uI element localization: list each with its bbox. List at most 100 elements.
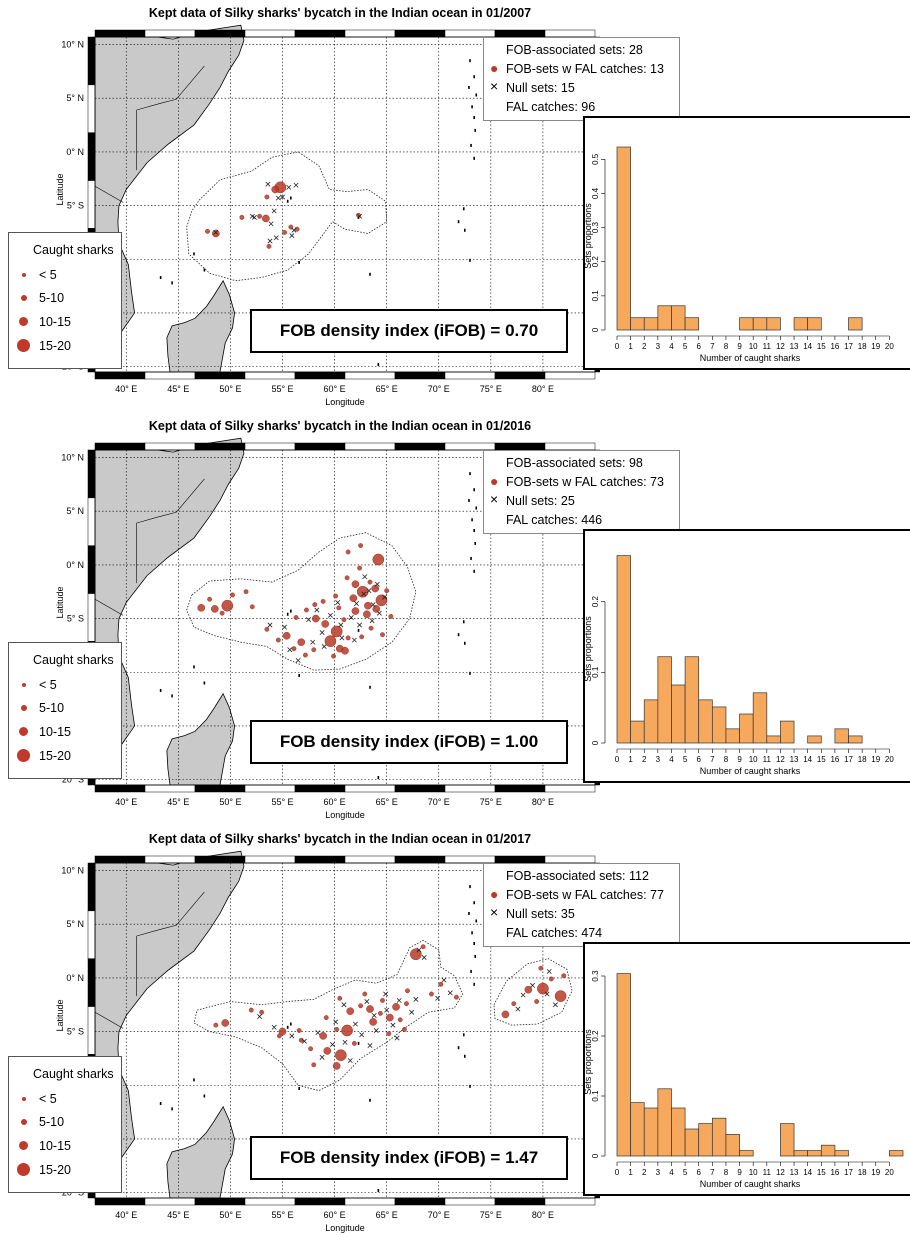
density-contour <box>493 958 573 1026</box>
null-set-marker <box>357 622 363 628</box>
histogram-bar <box>698 699 713 744</box>
catch-point <box>331 653 336 659</box>
catch-point <box>404 1001 409 1007</box>
x-axis-label: Longitude <box>325 810 365 820</box>
cross-line <box>347 1058 353 1064</box>
catch-point <box>341 1024 353 1037</box>
frame-segment <box>94 371 146 380</box>
null-set-marker <box>552 1002 558 1008</box>
x-tick-label: 20 <box>885 1168 894 1177</box>
hist-y-label: Sets proportions <box>585 616 593 682</box>
catch-point <box>333 593 339 599</box>
null-set-marker <box>409 1009 415 1015</box>
catch-point <box>357 565 362 571</box>
border-line <box>136 65 205 111</box>
size-dot-icon <box>17 749 30 762</box>
frame-segment <box>544 442 596 451</box>
catch-point <box>324 635 337 647</box>
legend-fob-fal: FOB-sets w FAL catches: 13 <box>506 62 664 76</box>
catch-point <box>392 1003 400 1011</box>
x-tick-label: 7 <box>710 1168 715 1177</box>
map-legend: FOB-associated sets: 28 ● FOB-sets w FAL… <box>483 37 680 121</box>
histogram-2017: 0 0.1 0.2 0.3 0 1 2 3 4 5 6 7 8 9 10 11 12 13 14 15 16 17 18 19… <box>583 942 910 1196</box>
null-set-marker <box>249 213 255 219</box>
catch-point <box>336 605 342 611</box>
cross-line <box>435 995 441 1001</box>
frame-segment <box>444 371 496 380</box>
catch-point <box>311 1062 317 1068</box>
lat-tick-label: 5° N <box>66 919 84 929</box>
legend-fal-catches: FAL catches: 474 <box>506 926 603 940</box>
island <box>463 641 466 645</box>
cross-line <box>364 999 370 1004</box>
histogram-bar <box>834 1150 849 1157</box>
frame-segment <box>544 29 596 38</box>
island <box>457 1046 460 1050</box>
cross-line <box>396 997 402 1003</box>
histogram-bar <box>616 555 631 744</box>
island <box>462 1033 465 1037</box>
catch-point <box>364 601 372 610</box>
y-axis-label: Latitude <box>55 586 65 618</box>
y-tick-label: 0.2 <box>591 595 600 607</box>
histogram-chart: 00.10.20.30 1 2 3 4 5 6 7 8 9 10 11 12 13 14 15 16 17 18 19… <box>585 970 904 1189</box>
frame-segment <box>394 371 446 380</box>
island <box>171 1107 173 1111</box>
lon-tick-label: 65° E <box>376 384 398 394</box>
size-dot-icon <box>21 1119 27 1125</box>
histogram-bar <box>834 728 849 744</box>
cross-line <box>394 1035 400 1041</box>
island <box>286 612 289 616</box>
lon-tick-label: 65° E <box>376 1210 398 1220</box>
lat-tick-label: 10° N <box>61 453 84 463</box>
null-set-marker <box>413 996 419 1002</box>
catch-point <box>311 647 317 653</box>
lat-tick-label: 0° N <box>66 973 84 983</box>
catch-point <box>358 543 364 548</box>
histogram-bar <box>684 1128 700 1157</box>
cross-line <box>353 601 359 607</box>
island <box>471 931 473 935</box>
lon-tick-label: 40° E <box>115 797 137 807</box>
frame-segment <box>87 449 96 499</box>
cross-line <box>310 639 316 645</box>
island <box>474 128 477 132</box>
null-set-marker <box>373 1028 379 1033</box>
frame-segment <box>444 29 496 38</box>
histogram-bar <box>739 1150 754 1157</box>
frame-segment <box>544 1197 596 1206</box>
x-tick-label: 16 <box>830 342 839 351</box>
null-set-marker <box>369 618 375 624</box>
cross-line <box>287 647 293 653</box>
size-label: < 5 <box>39 268 57 282</box>
catch-point <box>197 604 206 612</box>
map-title: Kept data of Silky sharks' bycatch in th… <box>148 419 532 433</box>
frame-segment <box>194 855 246 864</box>
frame-segment <box>344 29 396 38</box>
null-set-marker <box>295 657 301 663</box>
x-axis-label: Longitude <box>325 397 365 407</box>
catch-point <box>367 579 373 585</box>
lon-tick-label: 40° E <box>115 1210 137 1220</box>
island <box>470 556 472 560</box>
island <box>203 268 206 272</box>
size-label: 5-10 <box>39 291 65 305</box>
catch-point <box>293 615 299 620</box>
frame-segment <box>394 442 446 451</box>
y-tick-label: 0 <box>591 1153 600 1158</box>
island <box>473 529 475 533</box>
x-tick-label: 7 <box>710 755 715 764</box>
size-label: 15-20 <box>39 1163 71 1177</box>
catch-point <box>282 230 287 235</box>
island <box>193 252 195 256</box>
frame-segment <box>494 29 546 38</box>
null-set-marker <box>289 1033 295 1039</box>
island <box>171 694 173 698</box>
y-tick-label: 0.5 <box>591 153 600 165</box>
histogram-bar <box>807 735 822 744</box>
catch-point <box>359 634 365 640</box>
catch-point <box>429 991 434 997</box>
lon-tick-label: 70° E <box>428 797 450 807</box>
null-set-marker <box>374 581 380 587</box>
frame-segment <box>544 784 596 793</box>
